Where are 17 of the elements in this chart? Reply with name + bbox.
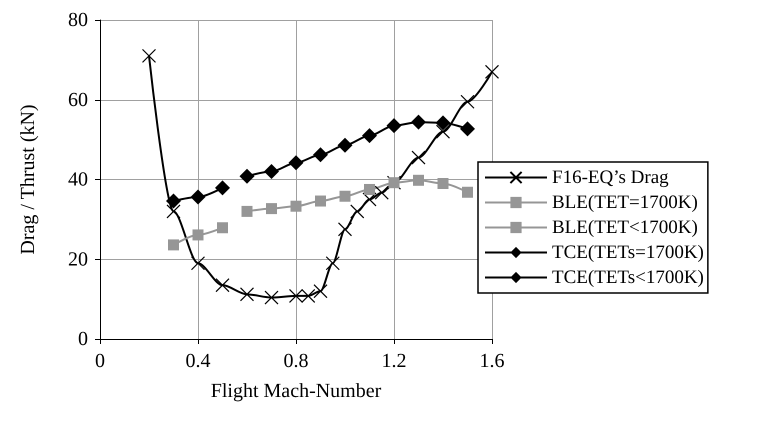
x-tick-label: 0	[95, 350, 105, 372]
legend-label: TCE(TETs<1700K)	[552, 267, 704, 288]
y-tick-label: 60	[68, 88, 88, 111]
y-tick-label: 20	[68, 248, 88, 270]
x-tick-label: 1.2	[382, 350, 406, 372]
legend-label: BLE(TET<1700K)	[552, 217, 698, 238]
legend-label: TCE(TETs=1700K)	[552, 242, 704, 263]
y-tick-label: 0	[78, 328, 88, 350]
y-tick-label: 40	[68, 168, 88, 190]
x-axis-title: Flight Mach-Number	[210, 380, 382, 402]
x-tick-label: 0.4	[186, 350, 210, 372]
legend-label: BLE(TET=1700K)	[552, 192, 698, 213]
x-tick-label: 0.8	[284, 350, 308, 372]
y-axis-title: Drag / Thrust (kN)	[17, 104, 39, 255]
legend-label: F16-EQ’s Drag	[552, 167, 670, 188]
y-tick-label: 80	[68, 9, 88, 31]
x-tick-label: 1.6	[480, 350, 504, 372]
